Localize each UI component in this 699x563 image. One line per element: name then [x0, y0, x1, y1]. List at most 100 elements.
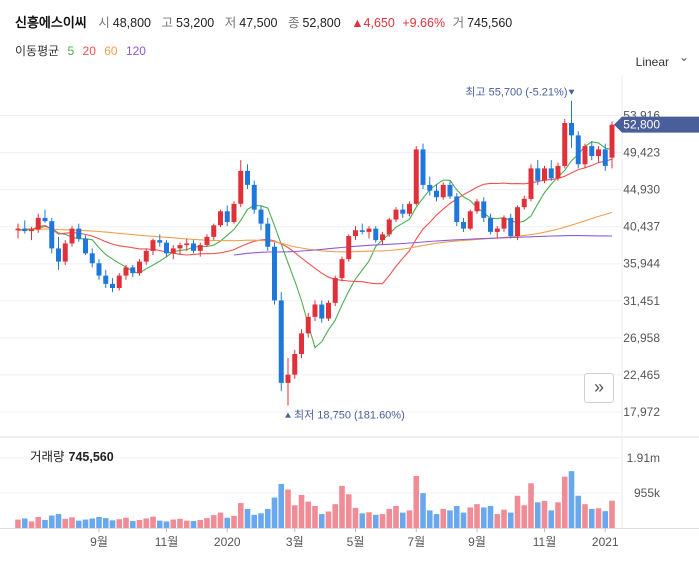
x-tick-label: 5월 [347, 535, 365, 549]
ma-legend-120: 120 [125, 44, 146, 58]
x-tick-label: 2021 [592, 535, 619, 549]
x-tick-label: 9월 [468, 535, 486, 549]
high-marker-icon [568, 89, 575, 95]
candle-body [218, 211, 223, 226]
volume-bar [582, 504, 588, 528]
volume-bar [197, 519, 204, 528]
candle-body [197, 245, 203, 251]
candle-body [150, 240, 156, 251]
volume-bar [325, 511, 332, 528]
volume-bar [534, 502, 541, 528]
candle-body [508, 217, 514, 237]
high-annotation: 최고 55,700 (-5.21%) [465, 86, 567, 99]
volume-bar [352, 507, 359, 528]
close-label: 종 [287, 16, 300, 30]
volume-bar [568, 471, 575, 528]
candle-body [353, 230, 358, 237]
volume-bar [35, 517, 42, 528]
volume-bar [413, 475, 420, 528]
candle-body [407, 203, 412, 214]
volume-bar [264, 508, 271, 528]
candle-body [582, 146, 588, 165]
candle-body [204, 236, 210, 246]
volume-bar [96, 517, 102, 528]
high-value: 53,200 [176, 16, 215, 30]
price-tick-label: 40,437 [623, 220, 660, 234]
volume-bar [514, 495, 521, 528]
ma-line-120 [233, 235, 613, 256]
volume-panel-label: 거래량 [30, 450, 65, 464]
candle-body [265, 223, 271, 247]
volume-bar [366, 512, 372, 528]
ma-line-60 [17, 211, 613, 253]
moving-average-legend[interactable]: 이동평균 5 20 60 120 [15, 42, 151, 59]
candle-body [49, 221, 55, 249]
volume-bar [426, 510, 433, 528]
ma-legend-5: 5 [67, 44, 75, 58]
candle-body [251, 184, 257, 210]
price-tick-label: 22,465 [623, 368, 660, 382]
volume-bar [298, 495, 305, 528]
volume-bar [507, 512, 514, 528]
volume-bar [278, 484, 285, 528]
volume-bar [305, 501, 312, 528]
candle-body [103, 275, 109, 284]
candle-body [528, 168, 534, 199]
volume-bar [588, 508, 595, 528]
volume-panel-title: 거래량 745,560 [30, 446, 118, 465]
volume-bar [501, 509, 507, 528]
volume-bar [129, 521, 136, 528]
candle-body [602, 149, 608, 166]
candle-body [211, 225, 217, 237]
volume-bar [521, 505, 528, 528]
volume-bar [102, 518, 109, 528]
volume-bar [609, 500, 615, 528]
volume-bar [379, 514, 386, 528]
volume-bar [258, 513, 264, 528]
volume-bar [123, 517, 129, 528]
volume-bar [62, 518, 69, 528]
volume-bar [244, 508, 251, 528]
volume-bar [170, 519, 177, 528]
close-value: 52,800 [302, 16, 341, 30]
change-value: ▲4,650 [351, 16, 395, 30]
volume-bar [318, 514, 325, 528]
candle-body [137, 261, 142, 274]
candle-body [609, 124, 615, 158]
candle-body [555, 165, 561, 179]
price-tick-label: 17,972 [623, 405, 660, 419]
scale-select[interactable]: Linear [635, 55, 669, 69]
high-label: 고 [161, 16, 173, 30]
low-label: 저 [224, 16, 237, 30]
ma-legend-20: 20 [82, 44, 96, 58]
price-tick-label: 26,958 [623, 331, 660, 345]
volume-bar [291, 505, 298, 528]
ma-line-20 [17, 158, 613, 285]
volume-bar [487, 506, 494, 528]
volume-bar [440, 508, 447, 528]
volume-bar [433, 514, 440, 528]
volume-label: 거 [452, 16, 465, 30]
candle-body [184, 243, 190, 246]
scroll-right-button[interactable]: » [584, 373, 614, 403]
volume-bar [453, 506, 460, 528]
candle-body [434, 190, 439, 198]
candle-body [326, 302, 331, 319]
candle-body [346, 236, 352, 260]
low-annotation: 최저 18,750 (181.60%) [294, 409, 405, 422]
volume-bar [204, 518, 210, 528]
volume-bar [541, 500, 548, 528]
ma-legend-60: 60 [104, 44, 118, 58]
candle-body [596, 149, 601, 156]
volume-bar [555, 502, 561, 528]
chevron-down-icon[interactable]: ⌄ [678, 50, 689, 64]
candle-body [238, 170, 244, 204]
candle-body [413, 149, 419, 204]
candle-body [386, 219, 392, 235]
volume-bar [116, 519, 123, 528]
candle-body [380, 234, 385, 241]
candle-body [292, 354, 298, 375]
candle-body [278, 300, 284, 383]
candle-body [461, 222, 466, 229]
